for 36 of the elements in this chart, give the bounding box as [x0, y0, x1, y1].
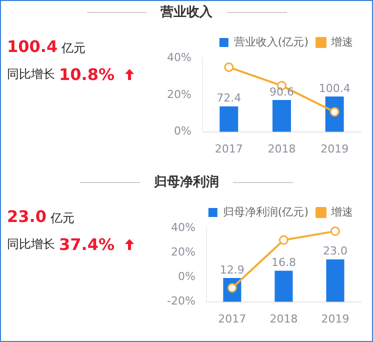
legend-label: 增速 [330, 35, 353, 48]
x-tick-label: 2017 [214, 142, 243, 156]
y-tick-label: 20% [170, 245, 196, 258]
text: 23.0 [7, 207, 46, 226]
y-tick-label: -20% [166, 294, 196, 308]
data-label: 16.8 [271, 256, 296, 270]
text: 亿元 [50, 211, 74, 225]
y-tick-label: 40% [166, 50, 192, 64]
y-tick-label: 20% [166, 88, 192, 101]
x-tick-label: 2018 [268, 142, 296, 156]
text: 37.4% [59, 235, 115, 254]
data-label: 72.4 [216, 92, 242, 105]
legend-label: 营业收入(亿元) [234, 35, 309, 48]
x-tick-label: 2017 [218, 312, 246, 326]
text: 10.8% [59, 65, 115, 84]
legend-label: 增速 [330, 205, 353, 218]
y-tick-label: 0% [178, 270, 196, 284]
x-tick-label: 2019 [321, 312, 350, 326]
text: 100.4 [7, 37, 58, 56]
chart-title: 营业收入 [160, 5, 212, 20]
text: 亿元 [62, 41, 86, 55]
data-label: 12.9 [220, 263, 244, 276]
text: 同比增长 [7, 66, 55, 83]
point [224, 62, 234, 72]
data-label: 100.4 [318, 82, 350, 95]
point [330, 226, 340, 236]
y-tick-label: 40% [170, 220, 196, 234]
x-tick-label: 2018 [270, 312, 298, 326]
data-label: 90.6 [269, 85, 294, 98]
point [278, 235, 288, 245]
x-tick-label: 2019 [320, 142, 349, 156]
legend-label: 归母净利润(亿元) [222, 205, 309, 218]
y-tick-label: 0% [174, 124, 192, 138]
data-label: 23.0 [322, 244, 348, 258]
text: 同比增长 [7, 236, 55, 253]
chart-title: 归母净利润 [154, 175, 219, 190]
